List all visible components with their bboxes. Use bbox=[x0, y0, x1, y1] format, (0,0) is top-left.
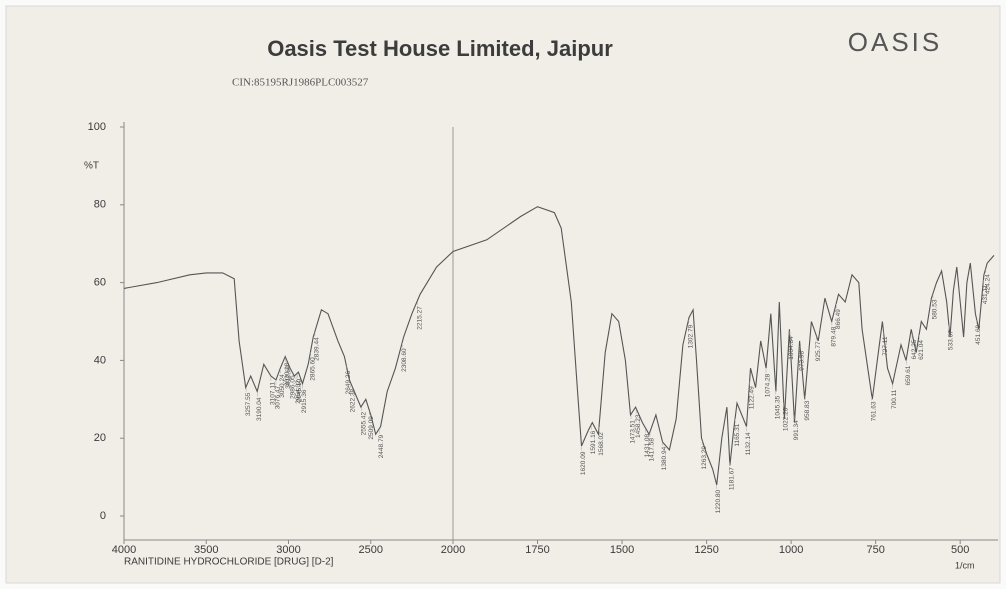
y-tick-label: 80 bbox=[94, 199, 106, 211]
peak-label: 2986.05 bbox=[290, 375, 297, 399]
x-tick-label: 1750 bbox=[525, 544, 549, 556]
peak-label: 2649.26 bbox=[345, 370, 352, 394]
peak-label: 1122.49 bbox=[748, 386, 755, 409]
peak-label: 1220.80 bbox=[715, 489, 722, 513]
peak-label: 1302.79 bbox=[687, 324, 694, 348]
peak-label: 431.11 bbox=[982, 284, 989, 304]
peak-label: 1004.84 bbox=[788, 336, 795, 360]
x-tick-label: 500 bbox=[951, 544, 969, 556]
peak-label: 991.34 bbox=[793, 420, 800, 440]
peak-label: 1431.08 bbox=[644, 433, 651, 457]
x-tick-label: 1250 bbox=[694, 544, 718, 556]
peak-label: 1458.23 bbox=[635, 414, 642, 438]
spectrum-line bbox=[123, 206, 995, 486]
x-tick-label: 1500 bbox=[610, 544, 634, 556]
y-tick-label: 100 bbox=[88, 121, 106, 133]
peak-label: 866.49 bbox=[835, 309, 842, 329]
subtitle: CIN:85195RJ1986PLC003527 bbox=[232, 77, 369, 89]
peak-label: 2915.36 bbox=[301, 389, 308, 413]
x-axis-label: 1/cm bbox=[955, 560, 975, 570]
x-tick-label: 4000 bbox=[112, 544, 136, 556]
peak-label: 3012.60 bbox=[285, 365, 292, 389]
peak-label: 2622.38 bbox=[349, 388, 356, 412]
y-tick-label: 40 bbox=[94, 354, 106, 366]
y-tick-label: 60 bbox=[94, 277, 106, 289]
peak-label: 2839.44 bbox=[314, 337, 321, 361]
y-tick-label: 0 bbox=[100, 510, 106, 522]
peak-label: 1132.14 bbox=[745, 432, 752, 455]
peak-label: 879.48 bbox=[831, 326, 838, 346]
peak-label: 424.24 bbox=[985, 274, 992, 294]
peak-label: 2945.10 bbox=[296, 378, 303, 402]
peak-label: 761.63 bbox=[870, 401, 877, 421]
chart-title: Oasis Test House Limited, Jaipur bbox=[267, 36, 613, 61]
peak-label: 533.67 bbox=[948, 330, 955, 350]
peak-label: 727.11 bbox=[882, 336, 889, 356]
peak-label: 1263.29 bbox=[701, 446, 708, 470]
caption: RANITIDINE HYDROCHLORIDE [DRUG] [D-2] bbox=[124, 557, 334, 568]
peak-label: 2308.60 bbox=[401, 348, 408, 372]
peak-label: 1591.16 bbox=[590, 430, 597, 454]
paper bbox=[5, 5, 1001, 584]
peak-label: 2954.02 bbox=[295, 380, 302, 404]
peak-label: 1417.58 bbox=[649, 438, 656, 462]
peak-label: 1568.02 bbox=[598, 432, 605, 456]
peak-label: 2215.27 bbox=[416, 306, 423, 330]
peak-label: 3257.55 bbox=[245, 392, 252, 416]
peak-label: 3076.47 bbox=[275, 385, 282, 409]
x-tick-label: 3000 bbox=[276, 544, 300, 556]
peak-label: 2509.09 bbox=[368, 416, 375, 440]
peak-label: 2448.79 bbox=[378, 434, 385, 458]
peak-label: 659.61 bbox=[905, 365, 912, 385]
peak-label: 1473.51 bbox=[630, 420, 637, 444]
x-tick-label: 2000 bbox=[441, 544, 465, 556]
y-tick-label: 20 bbox=[94, 432, 106, 444]
peak-label: 1045.35 bbox=[775, 395, 782, 419]
peak-label: 3190.04 bbox=[256, 397, 263, 421]
x-tick-label: 2500 bbox=[359, 544, 383, 556]
peak-label: 925.77 bbox=[815, 341, 822, 361]
peak-label: 621.04 bbox=[918, 340, 925, 360]
peak-label: 973.98 bbox=[799, 351, 806, 371]
peak-label: 1380.94 bbox=[661, 446, 668, 470]
peak-label: 3107.11 bbox=[270, 382, 277, 405]
peak-label: 700.11 bbox=[891, 389, 898, 409]
peak-label: 1181.67 bbox=[728, 467, 735, 490]
peak-label: 2865.60 bbox=[309, 357, 316, 381]
peak-label: 3050.24 bbox=[279, 374, 286, 398]
peak-label: 1022.20 bbox=[782, 407, 789, 431]
peak-label: 580.53 bbox=[932, 299, 939, 319]
peak-label: 3020.18 bbox=[284, 362, 291, 386]
x-tick-label: 750 bbox=[866, 544, 884, 556]
peak-label: 1620.09 bbox=[580, 451, 587, 475]
peak-label: 1074.28 bbox=[765, 373, 772, 397]
x-tick-label: 3500 bbox=[194, 544, 218, 556]
peak-label: 642.25 bbox=[911, 339, 918, 359]
logo: OASIS bbox=[848, 27, 942, 57]
peak-label: 1165.31 bbox=[734, 423, 741, 446]
peak-label: 451.69 bbox=[975, 324, 982, 344]
y-axis-label: %T bbox=[84, 161, 99, 172]
x-tick-label: 1000 bbox=[779, 544, 803, 556]
peak-label: 2555.42 bbox=[360, 412, 367, 436]
peak-label: 958.83 bbox=[804, 400, 811, 420]
